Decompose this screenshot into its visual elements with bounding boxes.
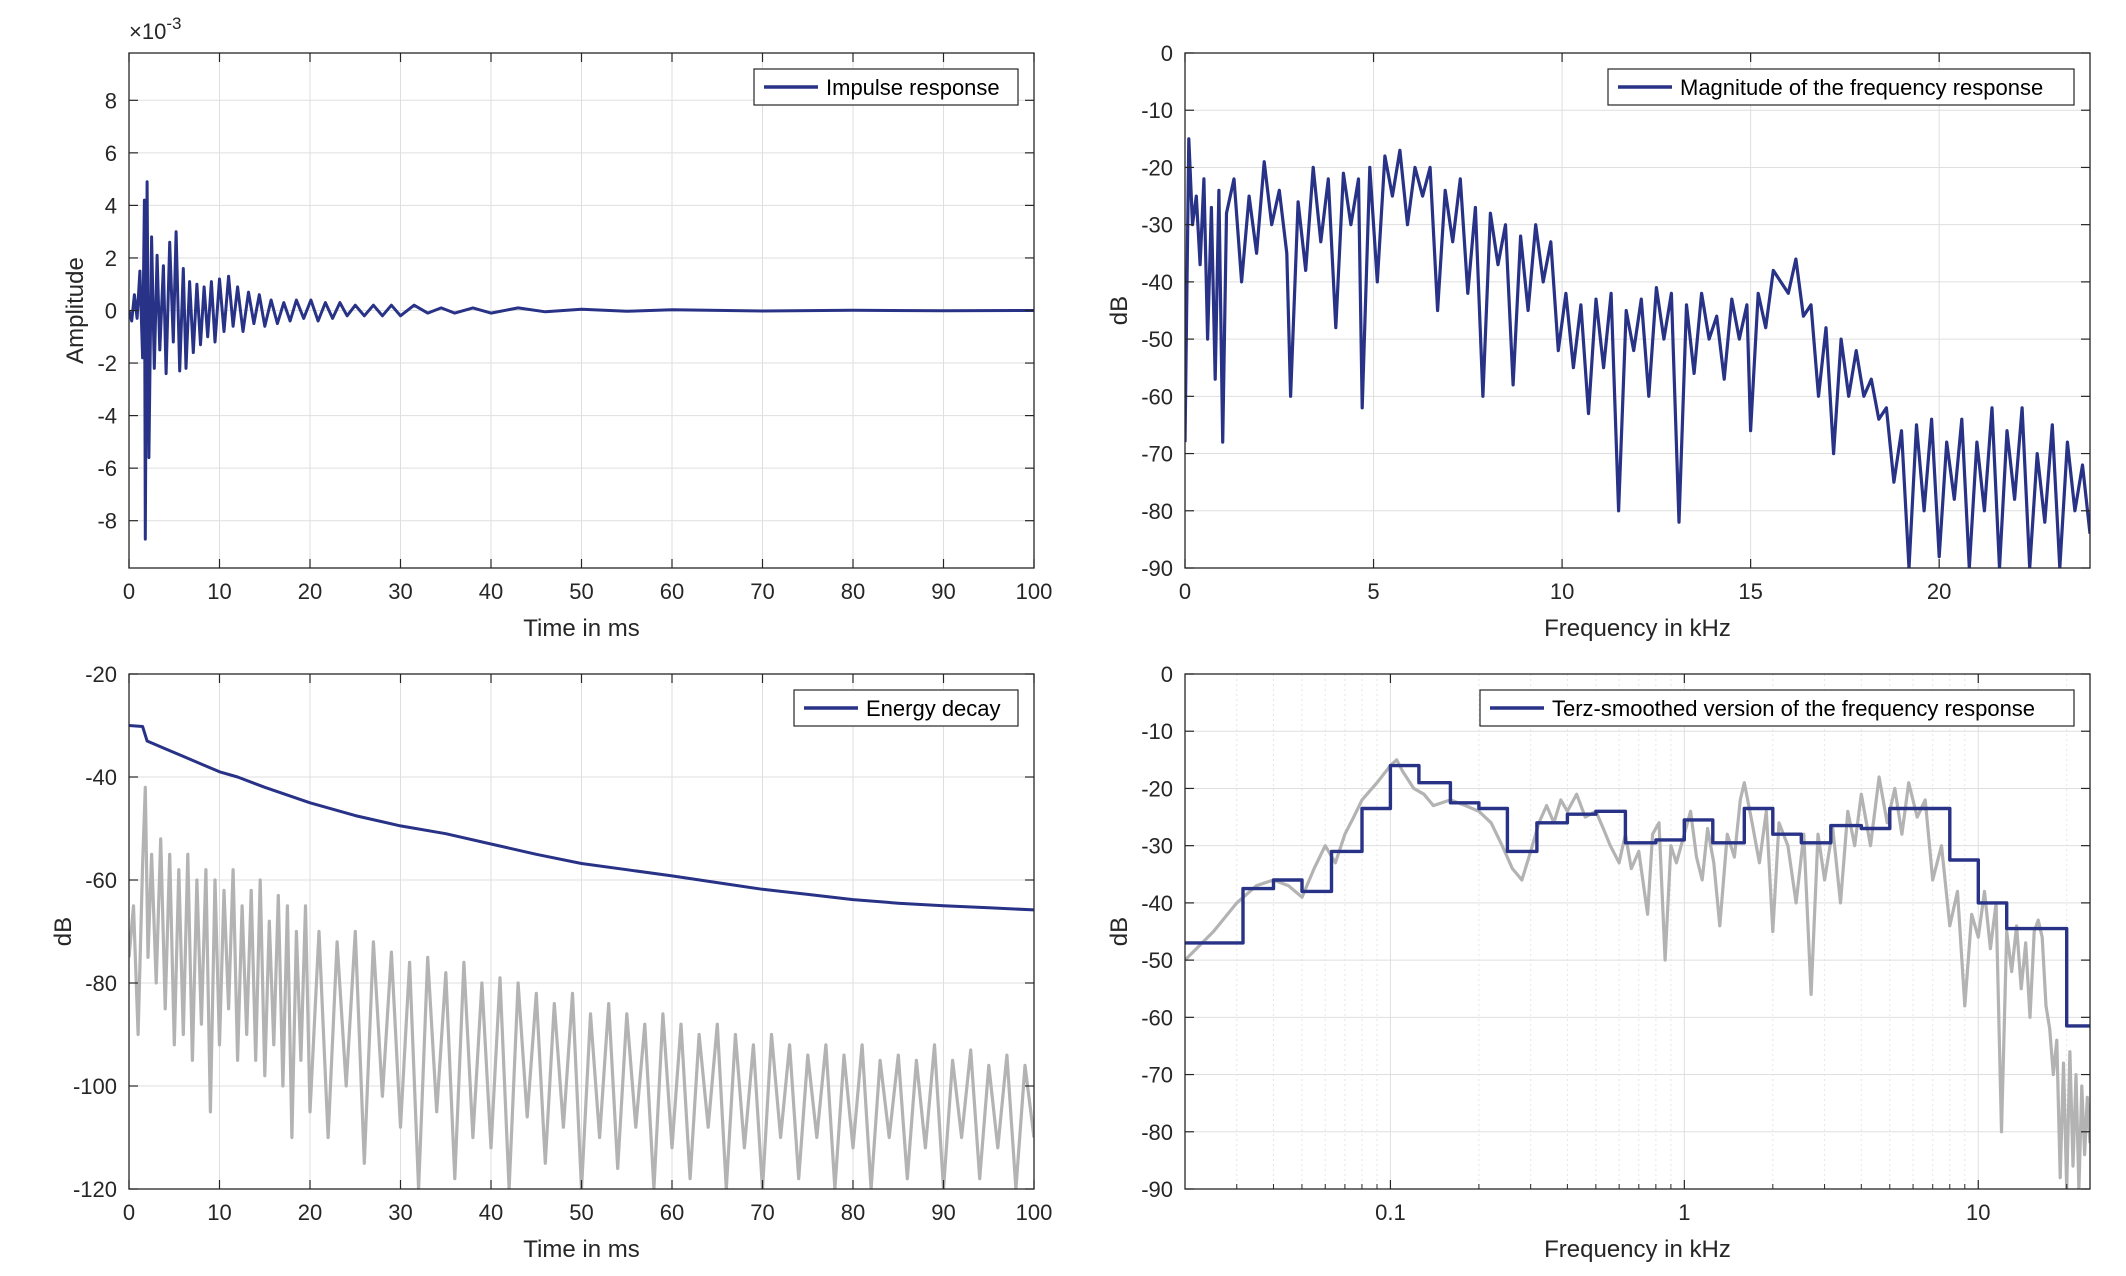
y-tick-label: -30 <box>1141 213 1173 238</box>
y-tick-label: -60 <box>1141 384 1173 409</box>
y-tick-label: -40 <box>1141 891 1173 916</box>
y-tick-label: -8 <box>97 509 117 534</box>
x-tick-label: 100 <box>1016 579 1053 604</box>
x-tick-label: 90 <box>931 579 955 604</box>
axes-box <box>1184 673 2091 1190</box>
y-tick-label: -6 <box>97 456 117 481</box>
legend-entry: Impulse response <box>826 75 1000 100</box>
y-axis-label: dB <box>1106 917 1133 946</box>
legend-entry: Terz-smoothed version of the frequency r… <box>1552 696 2035 721</box>
x-tick-label: 10 <box>207 579 231 604</box>
y-tick-label: 0 <box>1161 41 1173 66</box>
x-tick-label: 10 <box>207 1200 231 1225</box>
x-tick-label: 60 <box>660 579 684 604</box>
x-tick-label: 80 <box>841 1200 865 1225</box>
y-tick-label: -40 <box>1141 270 1173 295</box>
y-tick-label: 8 <box>105 88 117 113</box>
legend: Terz-smoothed version of the frequency r… <box>1479 689 2075 727</box>
x-tick-label: 20 <box>298 1200 322 1225</box>
y-tick-label: 2 <box>105 246 117 271</box>
plot-area <box>1185 674 2090 1189</box>
x-tick-label: 50 <box>569 579 593 604</box>
legend-box <box>1607 68 2075 106</box>
y-tick-label: -4 <box>97 404 117 429</box>
x-axis-label: Time in ms <box>523 615 639 642</box>
y-tick-label: -20 <box>85 662 117 687</box>
x-tick-label: 30 <box>388 1200 412 1225</box>
series-line <box>1185 763 2090 1028</box>
y-tick-label: 6 <box>105 141 117 166</box>
x-tick-label: 30 <box>388 579 412 604</box>
x-tick-label: 1 <box>1678 1200 1690 1225</box>
series-line <box>129 180 1034 541</box>
legend-entry: Energy decay <box>866 696 1001 721</box>
y-tick-label: 4 <box>105 193 117 218</box>
y-tick-label: -90 <box>1141 1177 1173 1202</box>
raw-signal-line <box>1185 758 2090 1189</box>
legend-box <box>1479 689 2075 727</box>
x-tick-label: 10 <box>1550 579 1574 604</box>
y-tick-label: -20 <box>1141 776 1173 801</box>
series-line <box>129 724 1034 912</box>
y-tick-label: -100 <box>73 1074 117 1099</box>
x-tick-label: 15 <box>1738 579 1762 604</box>
series-line <box>1185 137 2090 568</box>
y-tick-label: -80 <box>85 971 117 996</box>
raw-signal-line <box>129 785 1034 1189</box>
x-tick-label: 40 <box>479 1200 503 1225</box>
x-tick-label: 80 <box>841 579 865 604</box>
axes-box <box>1184 52 2091 569</box>
x-tick-label: 20 <box>298 579 322 604</box>
x-tick-label: 10 <box>1966 1200 1990 1225</box>
y-tick-label: -50 <box>1141 327 1173 352</box>
y-axis-label: dB <box>50 917 77 946</box>
y-tick-label: -70 <box>1141 1063 1173 1088</box>
y-tick-label: -10 <box>1141 98 1173 123</box>
y-tick-label: -70 <box>1141 442 1173 467</box>
y-tick-label: -60 <box>85 868 117 893</box>
x-tick-label: 50 <box>569 1200 593 1225</box>
y-axis-label: dB <box>1106 296 1133 325</box>
y-tick-label: 0 <box>1161 662 1173 687</box>
y-exponent-power: -3 <box>166 14 181 33</box>
x-tick-label: 70 <box>750 579 774 604</box>
y-tick-label: -60 <box>1141 1005 1173 1030</box>
x-axis-label: Frequency in kHz <box>1544 615 1731 642</box>
legend-entry: Magnitude of the frequency response <box>1680 75 2043 100</box>
frequency-magnitude-panel: 0 5 10 15 20 0 -10 -20 -30 -40 -50 -60 -70 -80 -90 Freq… <box>1106 41 2091 642</box>
x-tick-label: 0.1 <box>1375 1200 1406 1225</box>
y-tick-label: -120 <box>73 1177 117 1202</box>
x-tick-label: 40 <box>479 579 503 604</box>
legend: Magnitude of the frequency response <box>1607 68 2075 106</box>
x-tick-label: 0 <box>123 579 135 604</box>
legend: Energy decay <box>793 689 1019 727</box>
x-tick-label: 0 <box>1179 579 1191 604</box>
x-axis-label: Frequency in kHz <box>1544 1236 1731 1263</box>
x-tick-label: 70 <box>750 1200 774 1225</box>
energy-decay-panel: 0 10 20 30 40 50 60 70 80 90 100 -20 -40 -60 -80 -100 -1… <box>50 662 1052 1263</box>
x-tick-label: 0 <box>123 1200 135 1225</box>
legend: Impulse response <box>753 68 1019 106</box>
y-tick-label: -80 <box>1141 1120 1173 1145</box>
y-tick-label: -10 <box>1141 719 1173 744</box>
y-tick-label: -2 <box>97 351 117 376</box>
x-tick-label: 5 <box>1367 579 1379 604</box>
x-tick-label: 20 <box>1927 579 1951 604</box>
y-tick-label: -40 <box>85 765 117 790</box>
x-tick-label: 100 <box>1016 1200 1053 1225</box>
y-tick-label: 0 <box>105 299 117 324</box>
y-tick-label: -20 <box>1141 155 1173 180</box>
y-tick-label: -90 <box>1141 556 1173 581</box>
impulse-response-panel: 0 10 20 30 40 50 60 70 80 90 100 -8 -6 -4 -2 0 2 4 6 8 Time … <box>62 14 1052 642</box>
x-axis-label: Time in ms <box>523 1236 639 1263</box>
y-tick-label: -50 <box>1141 948 1173 973</box>
terz-smoothed-panel: 0.1 1 10 0 -10 -20 -30 -40 -50 -60 -70 -80 -90 Freque… <box>1106 662 2091 1263</box>
x-tick-label: 60 <box>660 1200 684 1225</box>
y-tick-label: -80 <box>1141 499 1173 524</box>
y-axis-label: Amplitude <box>62 257 89 364</box>
y-tick-label: -30 <box>1141 834 1173 859</box>
x-tick-label: 90 <box>931 1200 955 1225</box>
